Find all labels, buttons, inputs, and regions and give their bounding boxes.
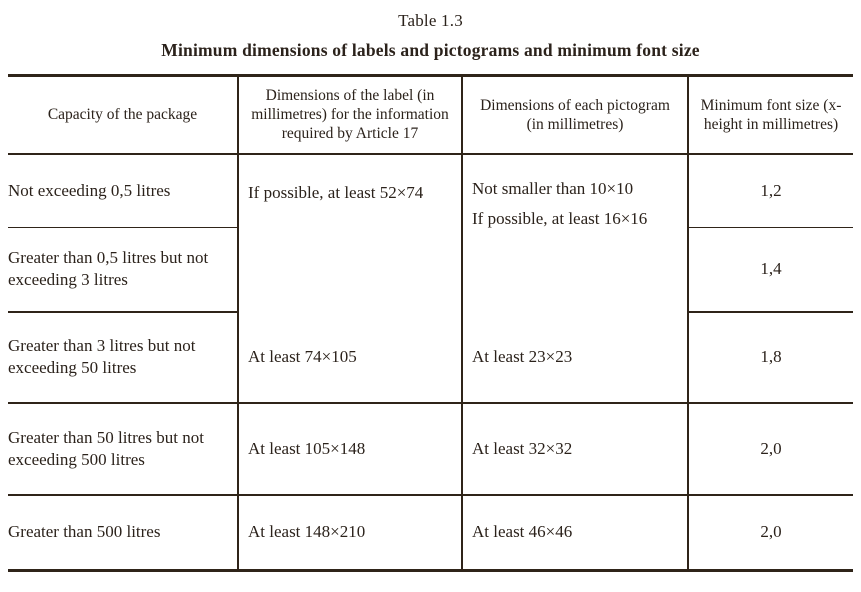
cell-capacity: Greater than 0,5 litres but not exceedin…	[8, 227, 239, 313]
cell-pictogram-dimensions: At least 23×23	[462, 311, 689, 404]
table-row: Greater than 0,5 litres but not exceedin…	[8, 227, 853, 313]
column-header-min-font-size: Minimum font size (x-height in millimetr…	[688, 75, 853, 155]
pictogram-dimensions-line: If possible, at least 16×16	[472, 208, 648, 228]
pictogram-dimensions-line: Not smaller than 10×10	[472, 178, 634, 198]
dimensions-table: Capacity of the package Dimensions of th…	[8, 74, 853, 572]
header-row: Capacity of the package Dimensions of th…	[8, 75, 853, 155]
table-number: Table 1.3	[398, 11, 463, 30]
table-row: Greater than 50 litres but not exceeding…	[8, 402, 853, 496]
cell-label-dimensions: At least 105×148	[238, 402, 463, 496]
column-header-pictogram-dimensions: Dimensions of each pictogram (in millime…	[462, 75, 689, 155]
cell-pictogram-dimensions: Not smaller than 10×10 If possible, at l…	[462, 153, 689, 312]
cell-capacity: Greater than 500 litres	[8, 494, 239, 571]
cell-min-font-size: 1,4	[688, 227, 853, 313]
cell-capacity: Greater than 3 litres but not exceeding …	[8, 311, 239, 404]
cell-min-font-size: 1,8	[688, 311, 853, 404]
cell-pictogram-dimensions: At least 46×46	[462, 494, 689, 571]
cell-capacity: Greater than 50 litres but not exceeding…	[8, 402, 239, 496]
cell-pictogram-dimensions: At least 32×32	[462, 402, 689, 496]
cell-capacity: Not exceeding 0,5 litres	[8, 153, 239, 228]
table-row: Greater than 3 litres but not exceeding …	[8, 311, 853, 404]
column-header-label-dimensions: Dimensions of the label (in millimetres)…	[238, 75, 463, 155]
column-header-capacity: Capacity of the package	[8, 75, 239, 155]
cell-min-font-size: 2,0	[760, 522, 782, 542]
cell-label-dimensions: If possible, at least 52×74	[238, 153, 463, 312]
cell-min-font-size: 1,2	[688, 153, 853, 228]
table-row: Not exceeding 0,5 litres If possible, at…	[8, 153, 853, 312]
table-title: Minimum dimensions of labels and pictogr…	[161, 40, 700, 60]
cell-label-dimensions: At least 74×105	[238, 311, 463, 404]
cell-min-font-size: 2,0	[688, 402, 853, 496]
cell-label-dimensions: At least 148×210	[238, 494, 463, 571]
table-row: Greater than 500 litres At least 148×210…	[8, 494, 853, 571]
